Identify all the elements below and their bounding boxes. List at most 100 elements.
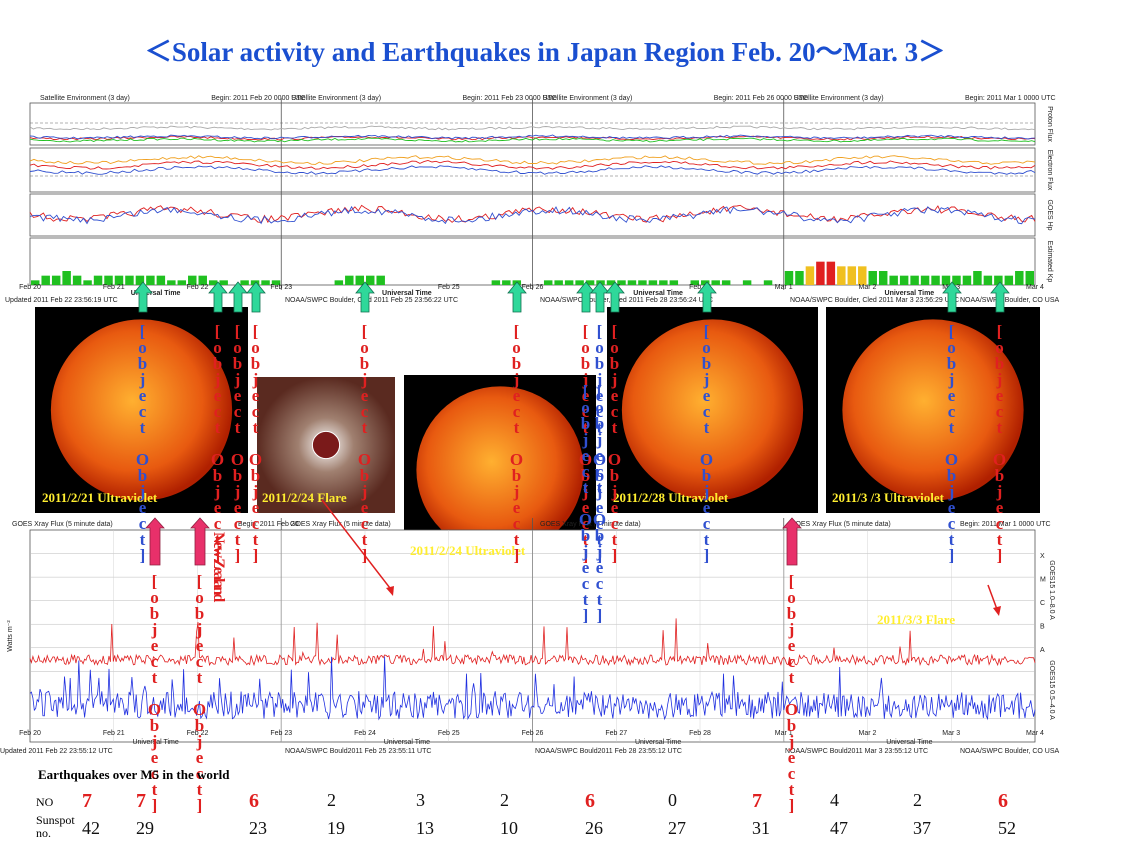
class-label: M: [1040, 577, 1046, 584]
sun: [416, 386, 584, 554]
trace: [29, 656, 1036, 721]
footer: NOAA/SWPC Boulder, Cled 2011 Feb 25 23:5…: [285, 297, 458, 304]
kp-bar: [167, 280, 176, 285]
cell: 2: [500, 790, 509, 810]
axis-label: Estimated Kp: [1046, 241, 1053, 283]
time-label: Universal Time: [384, 739, 430, 746]
cell: 23: [249, 818, 267, 838]
time-label: Universal Time: [635, 739, 681, 746]
kp-bar: [941, 275, 951, 285]
cell: 7: [136, 790, 146, 812]
footer: NOAA/SWPC Bould2011 Mar 3 23:55:12 UTC: [785, 748, 928, 755]
date-label: Feb 21: [103, 730, 125, 737]
date-label: Feb 24: [354, 730, 376, 737]
image-caption: 2011/3 /3 Ultraviolet: [832, 490, 944, 505]
kp-bar: [146, 275, 155, 285]
quake-arrow: [782, 517, 802, 566]
trace: [29, 160, 1036, 170]
kp-bar: [125, 275, 134, 285]
table-title: Earthquakes over M5 in the world: [38, 767, 230, 782]
kp-bar: [648, 280, 658, 285]
quake-arrow: [990, 281, 1010, 313]
kp-bar: [156, 275, 166, 285]
xray-header: GOES Xray Flux (5 minute data): [540, 521, 641, 528]
footer: Updated 2011 Feb 22 23:55:12 UTC: [0, 748, 113, 755]
kp-bar: [931, 275, 940, 285]
quake-magnitude: [object Object]: [355, 322, 374, 562]
kp-bar: [355, 275, 364, 285]
kp-bar: [795, 271, 804, 285]
panel-header: Satellite Environment (3 day): [40, 95, 130, 102]
date-label: Feb 22: [187, 730, 209, 737]
kp-bar: [188, 275, 197, 285]
image-caption: 2011/2/24 Ultraviolet: [410, 543, 526, 558]
panel-begin: Begin: 2011 Feb 20 0000 UTC: [211, 95, 305, 102]
kp-bar: [805, 266, 815, 285]
kp-bar: [271, 280, 281, 285]
cell: 42: [82, 818, 100, 838]
trace: [29, 125, 1036, 131]
kp-bar: [114, 275, 124, 285]
kp-bar: [177, 280, 187, 285]
trace: [29, 205, 1036, 225]
cell: 7: [752, 790, 762, 812]
kp-bar: [617, 280, 626, 285]
footer: NOAA/SWPC Boulder, Cled 2011 Mar 3 23:56…: [790, 297, 959, 304]
panel-begin: Begin: 2011 Mar 1 0000 UTC: [965, 95, 1056, 102]
kp-bar: [51, 275, 61, 285]
cell: 0: [668, 790, 677, 810]
date-label: Feb 23: [270, 730, 292, 737]
kp-bar: [554, 280, 563, 285]
quake-magnitude: [object Object]: [697, 322, 716, 562]
kp-bar: [742, 280, 752, 285]
kp-bar: [41, 275, 50, 285]
quake-arrow: [246, 281, 266, 313]
quake-magnitude: [object Object]: [208, 322, 227, 562]
series-label: GOES15 0.5–4.0 A: [1048, 660, 1055, 720]
image-caption: 2011/3/3 Flare: [877, 612, 956, 627]
quake-magnitude: [object Object]: [942, 322, 961, 562]
kp-bar: [962, 275, 972, 285]
xray-begin: Begin: 2011 Mar 1 0000 UTC: [960, 521, 1051, 528]
footer: NOAA/SWPC Bould2011 Feb 25 23:55:11 UTC: [285, 748, 431, 755]
cell: 3: [416, 790, 425, 810]
kp-bar: [983, 275, 993, 285]
kp-bar: [659, 280, 668, 285]
quake-arrow: [697, 281, 717, 313]
quake-arrow: [145, 517, 165, 566]
kp-bar: [920, 275, 930, 285]
panel-header: Satellite Environment (3 day): [543, 95, 633, 102]
trace: [29, 165, 1036, 175]
quake-magnitude: [object Object]: [605, 322, 624, 562]
row-label: Sunspot no.: [36, 813, 75, 840]
cell: 29: [136, 818, 154, 838]
axis-label: Proton Flux: [1046, 106, 1053, 142]
kp-bar: [627, 280, 637, 285]
time-label: Universal Time: [132, 739, 178, 746]
row-label: NO: [36, 795, 54, 809]
quake-magnitude: [object Object]: [782, 572, 801, 812]
kp-bar: [952, 275, 961, 285]
time-label: Universal Time: [382, 290, 432, 297]
kp-bar: [994, 275, 1003, 285]
quake-arrow: [507, 281, 527, 313]
kp-bar: [1015, 271, 1024, 285]
date-label: Mar 2: [859, 730, 877, 737]
quake-magnitude: [object Object]: [576, 382, 595, 622]
quake-magnitude: [object Object]: [990, 322, 1009, 562]
kp-bar: [910, 275, 919, 285]
pointer-head: [386, 586, 394, 596]
kp-bar: [973, 271, 982, 285]
quake-arrow: [208, 281, 228, 313]
kp-bar: [240, 280, 249, 285]
quake-magnitude: [object Object]: [133, 322, 152, 562]
quake-arrow: [355, 281, 375, 313]
xray-header: GOES Xray Flux (5 minute data): [790, 521, 891, 528]
kp-bar: [564, 280, 574, 285]
y-label: Watts m⁻²: [7, 620, 14, 652]
kp-bar: [763, 280, 773, 285]
kp-bar: [878, 271, 888, 285]
cell: 19: [327, 818, 345, 838]
quake-arrow: [228, 281, 248, 313]
